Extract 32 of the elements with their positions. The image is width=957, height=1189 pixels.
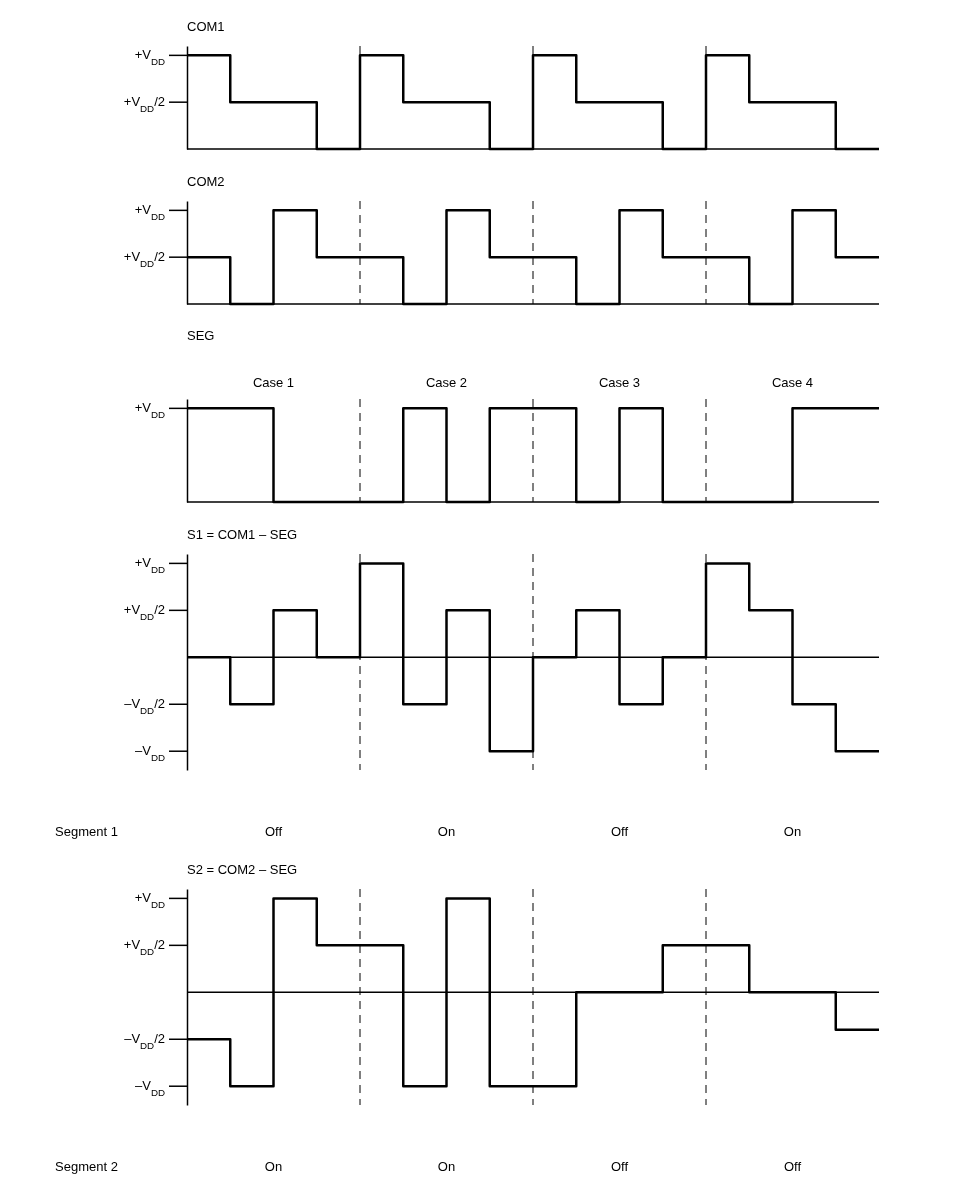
ref-line-label: –V$_{DD}$ — [135, 743, 165, 763]
chart-title: COM2 — [187, 173, 225, 189]
ref-line-label: –V$_{DD}$ — [135, 1078, 165, 1098]
ref-line-label: +V$_{DD}$ — [134, 890, 165, 910]
text: On — [437, 824, 456, 839]
text: Case 1 — [252, 375, 295, 390]
ref-line-label: +V$_{DD}$ — [134, 555, 165, 575]
x-axis-title: Segment 2 — [55, 1159, 118, 1174]
ref-line-label: +V$_{DD}$ — [134, 47, 165, 67]
text: Off — [610, 1159, 629, 1174]
text: Off — [783, 1159, 802, 1174]
ref-line-label: +V$_{DD}$/2 — [123, 937, 165, 957]
text: Case 4 — [771, 375, 814, 390]
text: Off — [264, 824, 283, 839]
text: Case 3 — [598, 375, 641, 390]
x-axis-title: Segment 1 — [55, 824, 118, 839]
ref-line-label: +V$_{DD}$/2 — [123, 602, 165, 622]
text: On — [783, 824, 802, 839]
ref-line-label: +V$_{DD}$/2 — [123, 94, 165, 114]
text: Off — [610, 824, 629, 839]
ref-line-label: +V$_{DD}$/2 — [123, 249, 165, 269]
text: Case 2 — [425, 375, 468, 390]
chart-title: COM1 — [187, 18, 225, 34]
chart-title: S2 = COM2 – SEG — [187, 861, 298, 877]
ref-line-label: –V$_{DD}$/2 — [124, 696, 165, 716]
text: On — [437, 1159, 456, 1174]
ref-line-label: +V$_{DD}$ — [134, 202, 165, 222]
chart-title: SEG — [187, 328, 215, 343]
text: On — [264, 1159, 283, 1174]
ref-line-label: –V$_{DD}$/2 — [124, 1031, 165, 1051]
ref-line-label: +V$_{DD}$ — [134, 400, 165, 420]
chart-title: S1 = COM1 – SEG — [187, 526, 298, 542]
